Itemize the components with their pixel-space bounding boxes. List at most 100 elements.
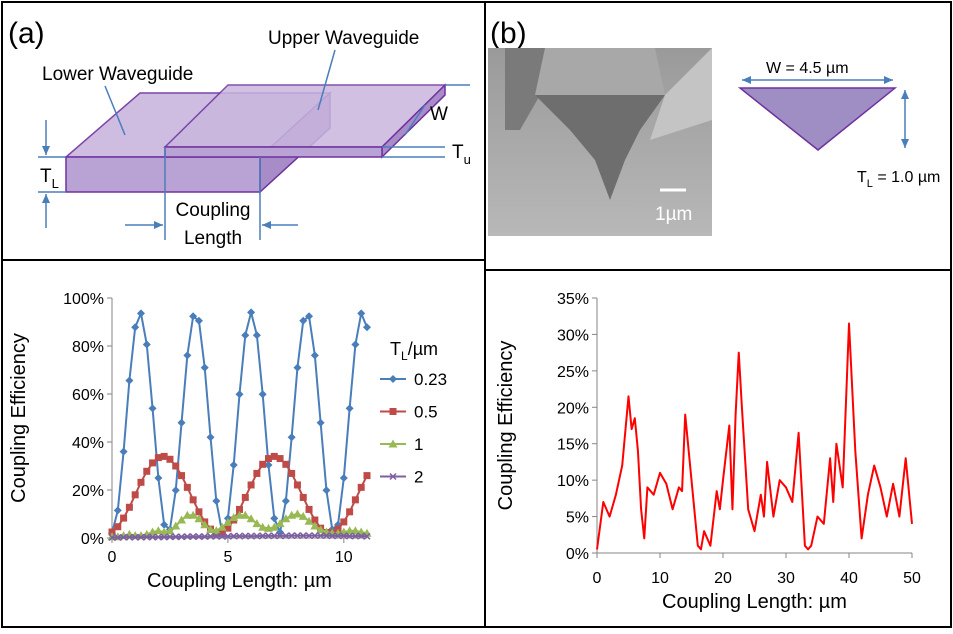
marker — [352, 496, 359, 503]
y-tick-label: 20% — [72, 483, 104, 500]
marker — [300, 494, 307, 501]
w-label: W — [430, 104, 448, 125]
tu-base: T — [452, 142, 464, 163]
marker — [172, 486, 180, 494]
width-label: W = 4.5 µm — [766, 60, 849, 77]
upper-front — [165, 147, 382, 157]
tu-sub: u — [464, 152, 471, 167]
marker — [172, 463, 179, 470]
marker — [230, 461, 238, 469]
marker — [178, 472, 185, 479]
marker — [358, 484, 365, 491]
tu-label: Tu — [452, 142, 471, 167]
marker — [207, 433, 215, 441]
y-tick-label: 15% — [557, 437, 589, 454]
tl-rest: = 1.0 µm — [873, 169, 940, 186]
marker — [241, 331, 249, 339]
marker — [351, 341, 359, 349]
marker — [183, 351, 191, 359]
y-tick-label: 10% — [557, 473, 589, 490]
marker — [346, 404, 354, 412]
marker — [120, 448, 128, 456]
sem-block — [535, 48, 665, 95]
marker — [253, 331, 261, 339]
y-tick-label: 40% — [72, 435, 104, 452]
legend-title: TL/µm — [390, 339, 438, 363]
marker — [357, 309, 365, 317]
marker — [364, 472, 371, 479]
marker — [114, 506, 122, 514]
marker — [125, 377, 133, 385]
page: (a) Upper Waveguide Lower Waveguide W Tu… — [0, 0, 953, 629]
legend-marker — [390, 408, 397, 415]
y-tick-label: 35% — [557, 291, 589, 308]
x-tick-label: 0 — [593, 570, 602, 587]
coupling-label: Coupling — [176, 200, 251, 221]
marker — [137, 479, 144, 486]
marker — [149, 404, 157, 412]
marker — [242, 494, 249, 501]
legend-label: 1 — [414, 435, 423, 454]
series-line — [597, 324, 912, 550]
marker — [363, 323, 371, 331]
waveguide-diagram: (a) Upper Waveguide Lower Waveguide W Tu… — [8, 17, 471, 249]
y-tick-label: 0% — [566, 546, 589, 563]
legend-title-rest: /µm — [408, 339, 438, 359]
legend-label: 2 — [414, 468, 423, 487]
marker — [311, 351, 319, 359]
marker — [288, 433, 296, 441]
x-axis-title: Coupling Length: µm — [662, 591, 847, 613]
y-tick-label: 100% — [63, 291, 104, 308]
cross-section-diagram: (b) 1µm W = 4.5 µm TL = 1.0 µm — [488, 17, 940, 236]
legend-label: 0.23 — [414, 370, 447, 389]
marker — [132, 491, 139, 498]
series-line — [112, 312, 367, 533]
y-tick-label: 60% — [72, 387, 104, 404]
marker — [248, 481, 255, 488]
tl-sub: L — [52, 176, 59, 191]
marker — [340, 474, 348, 482]
x-tick-label: 40 — [840, 570, 858, 587]
y-tick-label: 5% — [566, 510, 589, 527]
marker — [253, 470, 260, 477]
legend-marker — [389, 375, 397, 383]
y-tick-label: 80% — [72, 339, 104, 356]
marker — [137, 309, 145, 317]
height-label: TL = 1.0 µm — [857, 169, 940, 190]
marker — [143, 341, 151, 349]
marker — [201, 364, 209, 372]
length-label: Length — [184, 228, 242, 249]
marker — [340, 518, 347, 525]
marker — [120, 515, 127, 522]
y-tick-label: 0% — [81, 531, 104, 548]
lower-label: Lower Waveguide — [42, 64, 193, 85]
legend-title-base: T — [390, 339, 401, 359]
marker — [114, 523, 121, 530]
marker — [259, 390, 267, 398]
x-tick-label: 20 — [714, 570, 732, 587]
x-tick-label: 10 — [651, 570, 669, 587]
marker — [294, 481, 301, 488]
marker — [293, 364, 301, 372]
marker — [154, 474, 162, 482]
x-tick-label: 5 — [223, 549, 232, 566]
y-axis-title: Coupling Efficiency — [495, 341, 517, 511]
marker — [322, 486, 330, 494]
upper-label: Upper Waveguide — [268, 28, 419, 49]
scale-label: 1µm — [655, 204, 692, 225]
panel-label: (a) — [8, 17, 45, 50]
x-tick-label: 10 — [335, 549, 353, 566]
triangle — [740, 88, 895, 150]
marker — [143, 468, 150, 475]
marker — [184, 484, 191, 491]
marker — [346, 508, 353, 515]
marker — [195, 508, 202, 515]
x-tick-label: 30 — [777, 570, 795, 587]
x-axis-title: Coupling Length: µm — [147, 570, 332, 592]
tl-base: T — [857, 169, 867, 186]
marker — [270, 514, 278, 522]
marker — [236, 390, 244, 398]
marker — [306, 506, 313, 513]
marker — [282, 461, 289, 468]
lower-front — [66, 157, 260, 192]
